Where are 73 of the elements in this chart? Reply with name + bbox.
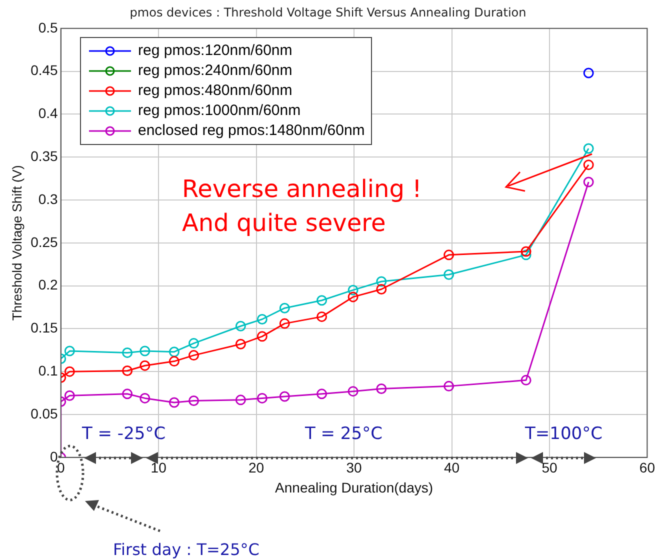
legend-label: enclosed reg pmos:1480nm/60nm	[138, 121, 365, 141]
point	[376, 384, 387, 394]
point	[256, 331, 268, 342]
point	[376, 284, 387, 294]
point	[520, 250, 532, 260]
point	[316, 295, 328, 306]
point	[140, 360, 150, 371]
point	[188, 338, 200, 349]
point	[122, 365, 133, 376]
point	[279, 302, 290, 314]
point	[168, 346, 180, 358]
point	[279, 391, 290, 402]
point	[64, 346, 75, 356]
point	[520, 246, 532, 257]
y-tick-label: 0.05	[30, 405, 58, 422]
point	[140, 392, 150, 404]
point	[348, 284, 358, 296]
point	[122, 388, 133, 400]
point	[348, 386, 358, 397]
y-tick-label: 0.45	[30, 62, 58, 78]
y-tick-label: 0.5	[38, 19, 58, 36]
point	[316, 388, 328, 400]
point	[583, 160, 594, 170]
point	[444, 250, 454, 260]
point	[256, 392, 268, 404]
point	[444, 269, 454, 280]
point	[256, 314, 268, 325]
point	[583, 176, 594, 188]
x-tick-label: 30	[346, 460, 362, 476]
point	[583, 68, 594, 78]
point	[583, 143, 594, 154]
point	[235, 338, 246, 350]
y-tick-label: 0.25	[30, 234, 58, 250]
annotation: T=100°C	[525, 424, 602, 444]
legend-label: reg pmos:120nm/60nm	[138, 41, 292, 61]
annotation: T = -25°C	[82, 424, 166, 444]
y-tick-label: 0.35	[30, 148, 58, 164]
legend-label: reg pmos:1000nm/60nm	[138, 101, 301, 121]
point	[122, 347, 133, 358]
x-tick-label: 40	[444, 460, 460, 476]
y-axis-title: Threshold Voltage Shift (V)	[9, 165, 24, 321]
y-tick-label: 0.4	[38, 105, 58, 122]
point	[168, 397, 180, 408]
point	[235, 394, 246, 406]
legend-label: reg pmos:240nm/60nm	[138, 61, 292, 81]
x-axis-title: Annealing Duration(days)	[275, 479, 434, 496]
point	[520, 374, 532, 386]
point	[444, 380, 454, 392]
y-tick-label: 0.3	[38, 190, 58, 207]
y-tick-label: 0.15	[30, 320, 58, 336]
annotation: Reverse annealing ! And quite severe	[182, 174, 422, 239]
point	[188, 350, 200, 361]
x-tick-label: 20	[248, 460, 264, 476]
legend-label: reg pmos:480nm/60nm	[138, 81, 292, 101]
point	[376, 276, 387, 287]
annotation: T = 25°C	[305, 424, 382, 444]
point	[235, 320, 246, 332]
x-tick-label: 10	[150, 460, 167, 476]
point	[64, 390, 75, 401]
point	[316, 311, 328, 322]
text: First day : T=25°C	[113, 540, 260, 559]
point	[279, 318, 290, 329]
y-tick-label: 0.2	[38, 276, 58, 293]
x-tick-label: 50	[542, 460, 558, 476]
x-tick-label: 60	[639, 460, 656, 476]
chart-title: pmos devices : Threshold Voltage Shift Versus Annealing Duration	[130, 5, 526, 20]
y-tick-label: 0	[50, 448, 58, 464]
point	[348, 292, 358, 302]
point	[140, 346, 150, 356]
point	[188, 396, 200, 406]
y-tick-label: 0.1	[38, 362, 58, 378]
point	[64, 366, 75, 377]
point	[168, 356, 180, 367]
